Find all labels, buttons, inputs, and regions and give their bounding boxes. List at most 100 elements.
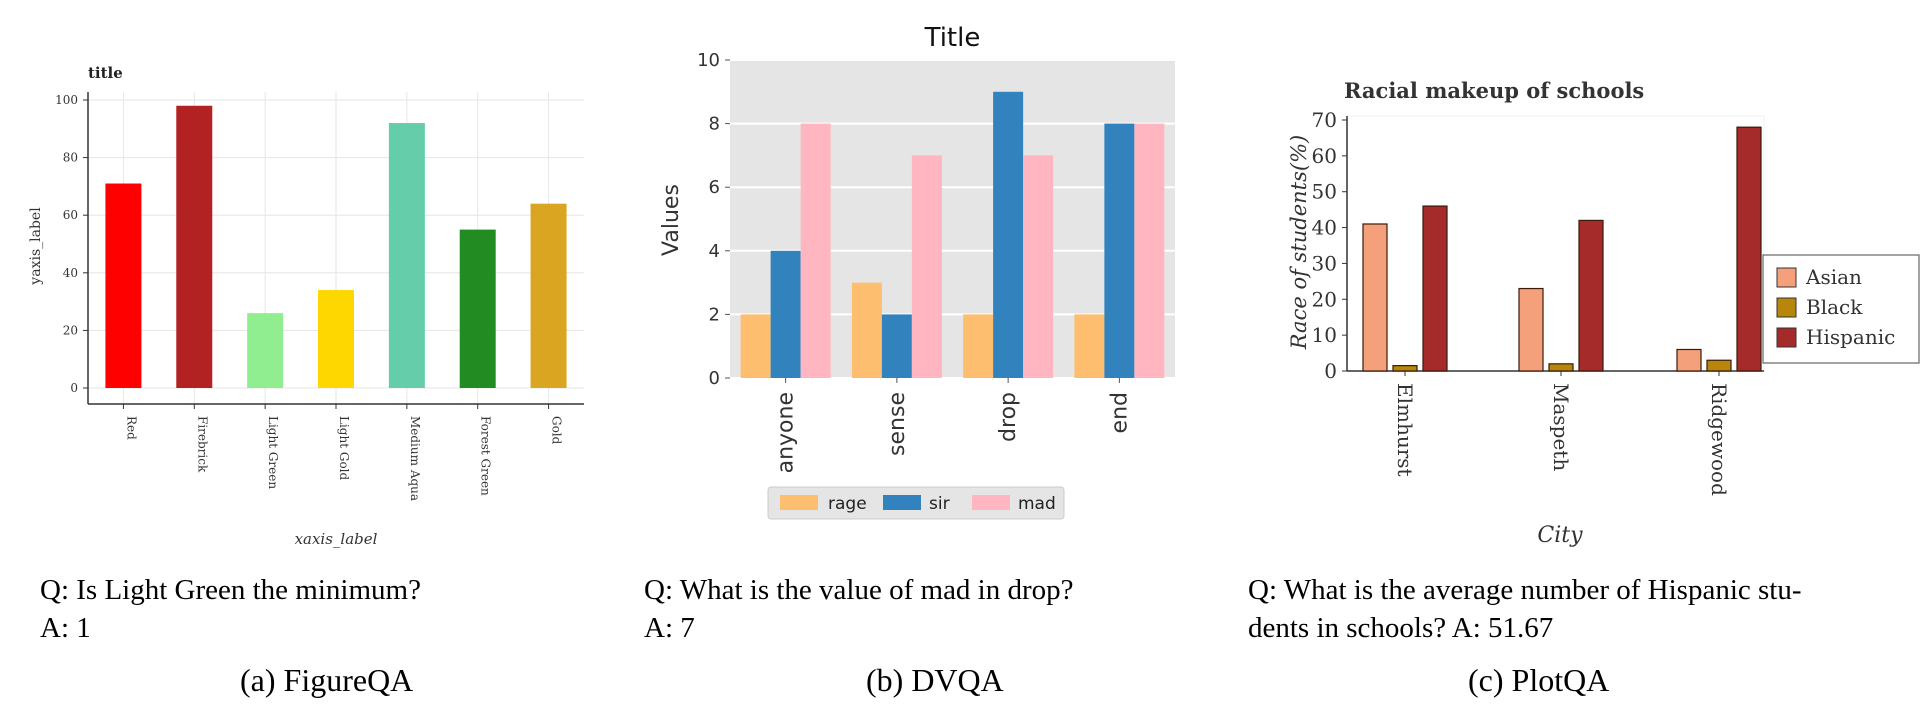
y-tick-label: 0	[1324, 359, 1337, 383]
legend-swatch	[972, 495, 1010, 510]
legend-swatch	[1776, 297, 1797, 318]
plotqa-qa: Q: What is the average number of Hispani…	[1248, 571, 1802, 647]
y-tick-label: 100	[55, 93, 78, 107]
chart-title: Racial makeup of schools	[1344, 78, 1644, 103]
legend-label: Hispanic	[1806, 325, 1895, 349]
legend: rage sir mad	[767, 486, 1065, 520]
legend-swatch	[883, 495, 921, 510]
x-tick-label: drop	[996, 392, 1021, 442]
y-tick-label: 40	[63, 266, 78, 280]
x-tick-label: Medium Aqua	[408, 416, 422, 501]
x-tick-label: Elmhurst	[1393, 383, 1417, 477]
bar	[459, 229, 496, 388]
x-tick-label: Red	[124, 416, 138, 440]
figureqa-qa: Q: Is Light Green the minimum? A: 1	[40, 571, 421, 647]
bar-mad	[1134, 123, 1165, 378]
x-tick-label: Forest Green	[479, 416, 493, 496]
bar-mad	[1023, 155, 1054, 378]
y-tick-label: 20	[1312, 287, 1337, 311]
x-tick-label: Maspeth	[1549, 383, 1573, 471]
x-tick-label: Gold	[550, 416, 564, 445]
bar-sir	[881, 314, 912, 378]
y-tick-label: 30	[1312, 251, 1337, 275]
dvqa-qa: Q: What is the value of mad in drop? A: …	[644, 571, 1074, 647]
legend-item: Asian	[1776, 265, 1862, 289]
bar-sir	[993, 91, 1024, 379]
bar-hispanic	[1422, 205, 1448, 372]
figureqa-chart: 0 20 40 60 80 100 Red Firebrick Light Green Light…	[28, 64, 584, 548]
dvqa-answer: A: 7	[644, 612, 695, 644]
legend-item: sir	[883, 494, 950, 514]
legend-label: Asian	[1805, 265, 1862, 289]
chart-title: Title	[924, 23, 981, 53]
figureqa-answer: A: 1	[40, 612, 91, 644]
dvqa-caption: (b) DVQA	[866, 662, 1004, 698]
x-tick-label: anyone	[774, 392, 799, 473]
bar-rage	[851, 282, 882, 378]
legend: Asian Black Hispanic	[1762, 254, 1920, 364]
bar	[530, 203, 567, 388]
figureqa-question: Q: Is Light Green the minimum?	[40, 574, 421, 606]
legend-swatch	[1776, 327, 1797, 348]
bar-hispanic	[1578, 219, 1604, 372]
legend-label: Black	[1806, 295, 1863, 319]
y-axis-title: Values	[659, 184, 684, 256]
bar	[247, 313, 284, 388]
y-tick-label: 10	[1312, 323, 1337, 347]
y-tick-label: 50	[1312, 180, 1337, 204]
bar	[105, 183, 142, 388]
legend-item: Black	[1776, 295, 1863, 319]
y-tick-label: 60	[63, 208, 78, 222]
dvqa-chart: anyone sense drop end 0 2 4 6 8 10 Title Values rage…	[659, 23, 1175, 520]
bar-sir	[770, 250, 801, 378]
bar-sir	[1104, 123, 1135, 378]
bar-black	[1548, 363, 1574, 372]
y-tick-label: 6	[709, 177, 720, 198]
legend-item: mad	[972, 494, 1056, 514]
plotqa-caption: (c) PlotQA	[1468, 662, 1610, 698]
y-tick-label: 40	[1312, 216, 1337, 240]
y-tick-label: 60	[1312, 144, 1337, 168]
bar-mad	[911, 155, 942, 378]
bar-rage	[963, 314, 994, 378]
x-axis-title: xaxis_label	[295, 530, 378, 548]
bar-hispanic	[1736, 126, 1762, 372]
y-tick-label: 8	[709, 114, 720, 135]
x-tick-label: sense	[885, 392, 910, 456]
bar-black	[1392, 365, 1418, 372]
y-tick-label: 70	[1312, 108, 1337, 132]
bar	[176, 105, 213, 388]
x-tick-label: end	[1107, 392, 1132, 433]
legend-label: rage	[828, 494, 867, 514]
y-axis-title: Race of students(%)	[1287, 135, 1311, 350]
legend-label: sir	[929, 494, 950, 514]
x-tick-label: Light Green	[266, 416, 280, 489]
legend-item: rage	[780, 494, 867, 514]
bar-mad	[800, 123, 831, 378]
plotqa-answer: 51.67	[1488, 612, 1554, 644]
legend-swatch	[780, 495, 818, 510]
plotqa-question: Q: What is the average number of Hispani…	[1248, 574, 1802, 606]
y-tick-label: 10	[697, 50, 720, 71]
x-tick-label: Firebrick	[195, 416, 209, 473]
bar-asian	[1362, 223, 1388, 372]
bar-rage	[740, 314, 771, 378]
legend-item: Hispanic	[1776, 325, 1895, 349]
bar-asian	[1676, 348, 1702, 372]
plot-area	[1346, 115, 1765, 372]
y-tick-label: 0	[709, 368, 720, 389]
chart-title: title	[88, 64, 123, 82]
plotqa-panel: Elmhurst Maspeth Ridgewood 0 10 20 30 40 50 60 70 R…	[1240, 0, 1922, 713]
y-tick-label: 2	[709, 304, 720, 325]
plotqa-chart: Elmhurst Maspeth Ridgewood010203040506070R…	[1287, 78, 1920, 548]
y-tick-label: 20	[63, 323, 78, 337]
y-axis-title: yaxis_label	[28, 207, 44, 286]
bar-asian	[1518, 287, 1544, 372]
figureqa-caption: (a) FigureQA	[240, 662, 414, 698]
x-tick-label: Light Gold	[337, 416, 351, 481]
y-tick-label: 4	[709, 241, 720, 262]
bar-rage	[1074, 314, 1105, 378]
x-tick-label: Ridgewood	[1707, 383, 1731, 496]
x-axis-title: City	[1537, 523, 1583, 548]
dvqa-panel: anyone sense drop end 0 2 4 6 8 10 Title Values rage…	[620, 0, 1240, 713]
